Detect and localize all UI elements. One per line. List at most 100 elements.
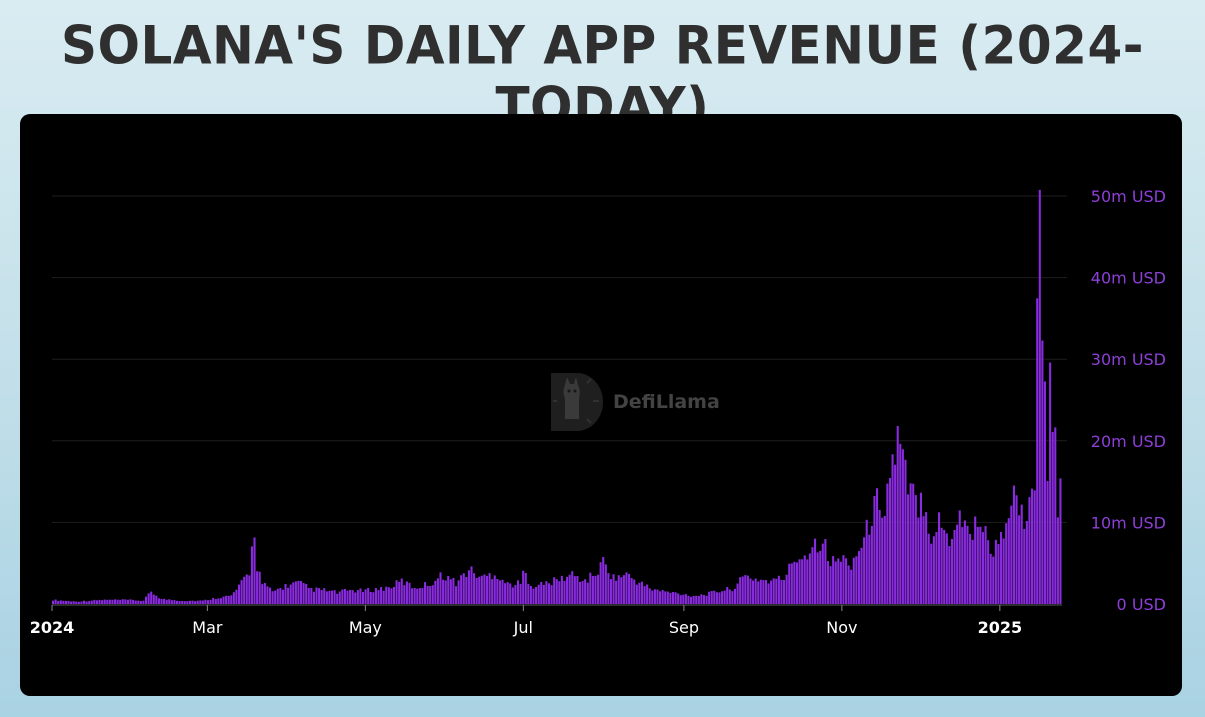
chart-bar — [1005, 523, 1008, 604]
chart-bar — [589, 572, 592, 604]
llama-logo-icon — [551, 373, 603, 431]
chart-bar — [901, 449, 904, 604]
chart-bar — [289, 584, 292, 604]
chart-bar — [752, 580, 755, 604]
chart-bar — [566, 576, 569, 604]
chart-bar — [1046, 481, 1049, 604]
chart-bar — [855, 556, 858, 604]
chart-bar — [519, 583, 522, 604]
chart-bar — [1000, 532, 1003, 604]
chart-bar — [571, 571, 574, 604]
chart-bar — [511, 587, 514, 604]
chart-bar — [682, 594, 685, 604]
chart-bar — [248, 575, 251, 604]
watermark: DefiLlama — [547, 369, 747, 435]
chart-bar — [473, 573, 476, 604]
chart-bar — [240, 580, 243, 604]
chart-bar — [522, 570, 525, 604]
chart-bar — [85, 601, 88, 604]
chart-bar — [256, 571, 259, 604]
chart-bar — [976, 526, 979, 604]
chart-bar — [243, 576, 246, 604]
chart-bar — [385, 586, 388, 604]
chart-bar — [284, 584, 287, 604]
chart-bar — [506, 582, 509, 604]
chart-bar — [165, 599, 168, 604]
chart-bar — [847, 565, 850, 604]
chart-bar — [1012, 485, 1015, 604]
chart-bar — [545, 581, 548, 604]
chart-bar — [586, 582, 589, 604]
chart-bar — [620, 577, 623, 604]
chart-bar — [532, 588, 535, 604]
chart-bar — [819, 550, 822, 604]
chart-bar — [299, 581, 303, 604]
chart-bar — [315, 587, 318, 604]
chart-bar — [728, 589, 731, 604]
chart-bar — [803, 555, 806, 604]
chart-bar — [932, 536, 935, 604]
chart-bar — [671, 592, 675, 604]
chart-bar — [83, 600, 86, 604]
chart-bar — [775, 578, 778, 604]
chart-bar — [204, 599, 207, 604]
chart-bar — [535, 587, 538, 604]
chart-bar — [994, 539, 997, 604]
chart-bar — [909, 483, 912, 604]
chart-bar — [408, 582, 411, 604]
chart-bar — [537, 584, 540, 604]
chart-bar — [690, 596, 693, 604]
chart-bar — [292, 582, 295, 604]
chart-bar — [584, 579, 587, 604]
chart-bar — [798, 559, 801, 604]
chart-bar — [762, 580, 765, 604]
chart-bar — [411, 588, 414, 604]
chart-bar — [1038, 189, 1041, 605]
chart-bar — [850, 569, 853, 604]
x-tick-label: Mar — [192, 618, 223, 637]
chart-bar — [175, 600, 179, 604]
chart-bar — [888, 477, 891, 604]
chart-bar — [103, 599, 106, 604]
chart-bar — [160, 599, 163, 604]
chart-bar — [948, 546, 951, 604]
chart-bar — [395, 580, 398, 604]
chart-bar — [956, 524, 959, 604]
chart-bar — [325, 591, 328, 604]
chart-bar — [1054, 427, 1057, 604]
chart-bar — [250, 546, 253, 604]
chart-bar — [524, 572, 527, 604]
chart-bar — [336, 593, 339, 604]
page-title: SOLANA'S DAILY APP REVENUE (2024-TODAY) — [60, 15, 1144, 137]
chart-bar — [465, 577, 468, 604]
chart-bar — [356, 590, 359, 604]
chart-bar — [423, 582, 427, 604]
chart-bar — [57, 600, 60, 604]
chart-bar — [434, 580, 437, 604]
chart-bar — [219, 598, 222, 604]
chart-bar — [917, 517, 920, 604]
chart-bar — [54, 599, 57, 604]
chart-bar — [653, 589, 656, 604]
chart-bar — [1025, 521, 1028, 604]
chart-bar — [421, 588, 424, 604]
chart-bar — [664, 591, 667, 604]
chart-bar — [426, 585, 429, 604]
chart-bar — [845, 558, 848, 604]
chart-bar — [684, 594, 687, 604]
chart-bar — [374, 588, 377, 604]
chart-bar — [669, 592, 672, 604]
chart-bar — [628, 573, 631, 604]
chart-bar — [764, 580, 768, 604]
chart-bar — [550, 585, 553, 604]
chart-bar — [188, 600, 191, 604]
chart-bar — [142, 600, 145, 604]
chart-bar — [227, 595, 230, 604]
chart-bar — [780, 579, 783, 604]
chart-bar — [67, 600, 70, 604]
chart-bar — [713, 590, 716, 604]
chart-bar — [935, 531, 938, 604]
chart-bar — [1023, 528, 1026, 604]
chart-bar — [679, 595, 682, 604]
chart-bar — [839, 561, 842, 604]
